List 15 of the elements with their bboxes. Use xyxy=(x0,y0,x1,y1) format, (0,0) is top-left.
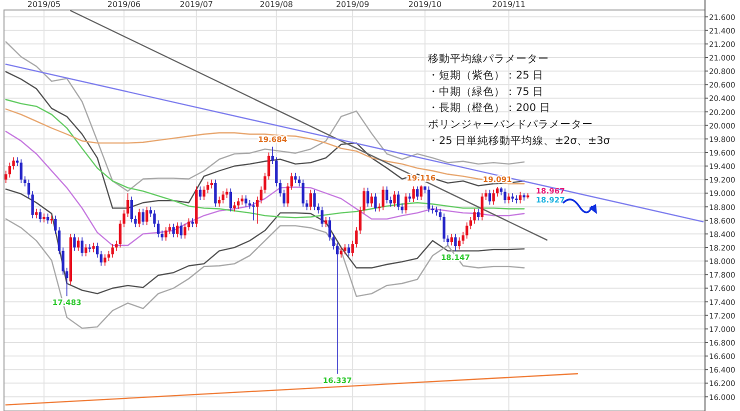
x-tick-label: 2019/09 xyxy=(336,0,370,9)
line-series xyxy=(5,188,525,294)
x-tick-label: 2019/07 xyxy=(180,0,214,9)
x-tick-label: 2019/06 xyxy=(107,0,141,9)
annotation: ・25 日単純移動平均線、±2σ、±3σ xyxy=(428,135,610,147)
x-tick-label: 2019/08 xyxy=(260,0,294,9)
x-tick-label: 2019/11 xyxy=(492,0,526,9)
x-tick-label: 2019/05 xyxy=(27,0,61,9)
annotation: ボリンジャーバンドパラメーター xyxy=(428,118,593,131)
annotation: 移動平均線パラメーター xyxy=(428,53,549,65)
x-tick-label: 2019/10 xyxy=(408,0,442,9)
line-series xyxy=(5,218,525,329)
annotation: ・中期（緑色）：75 日 xyxy=(428,84,544,98)
annotation: ・長期（橙色）：200 日 xyxy=(428,102,550,114)
annotation: ・短期（紫色）：25 日 xyxy=(428,68,544,82)
